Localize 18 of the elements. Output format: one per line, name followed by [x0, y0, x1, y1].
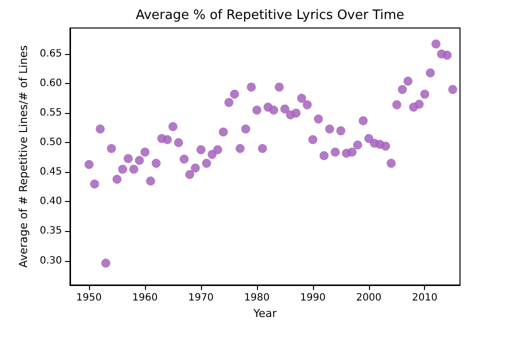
chart-title: Average % of Repetitive Lyrics Over Time	[136, 8, 404, 23]
y-tick-label: 0.40	[40, 196, 62, 208]
x-tick-label: 2000	[356, 292, 382, 304]
y-tick-label: 0.45	[40, 166, 62, 178]
x-tick-label: 1990	[300, 292, 326, 304]
x-tick-label: 1950	[76, 292, 102, 304]
x-tick-label: 1960	[132, 292, 158, 304]
x-tick-label: 2010	[412, 292, 438, 304]
y-tick-label: 0.65	[40, 48, 62, 60]
y-tick-label: 0.30	[40, 255, 62, 266]
y-tick-label: 0.50	[40, 137, 62, 148]
x-axis-title: Year	[252, 306, 278, 320]
x-tick-label: 1970	[188, 292, 214, 304]
y-tick-label: 0.55	[40, 108, 62, 119]
y-tick-label: 0.60	[40, 78, 62, 90]
y-axis-title: Average of # Repetitive Lines/# of Lines	[16, 44, 30, 268]
x-tick-label: 1980	[244, 292, 270, 304]
y-tick-label: 0.35	[40, 226, 62, 237]
